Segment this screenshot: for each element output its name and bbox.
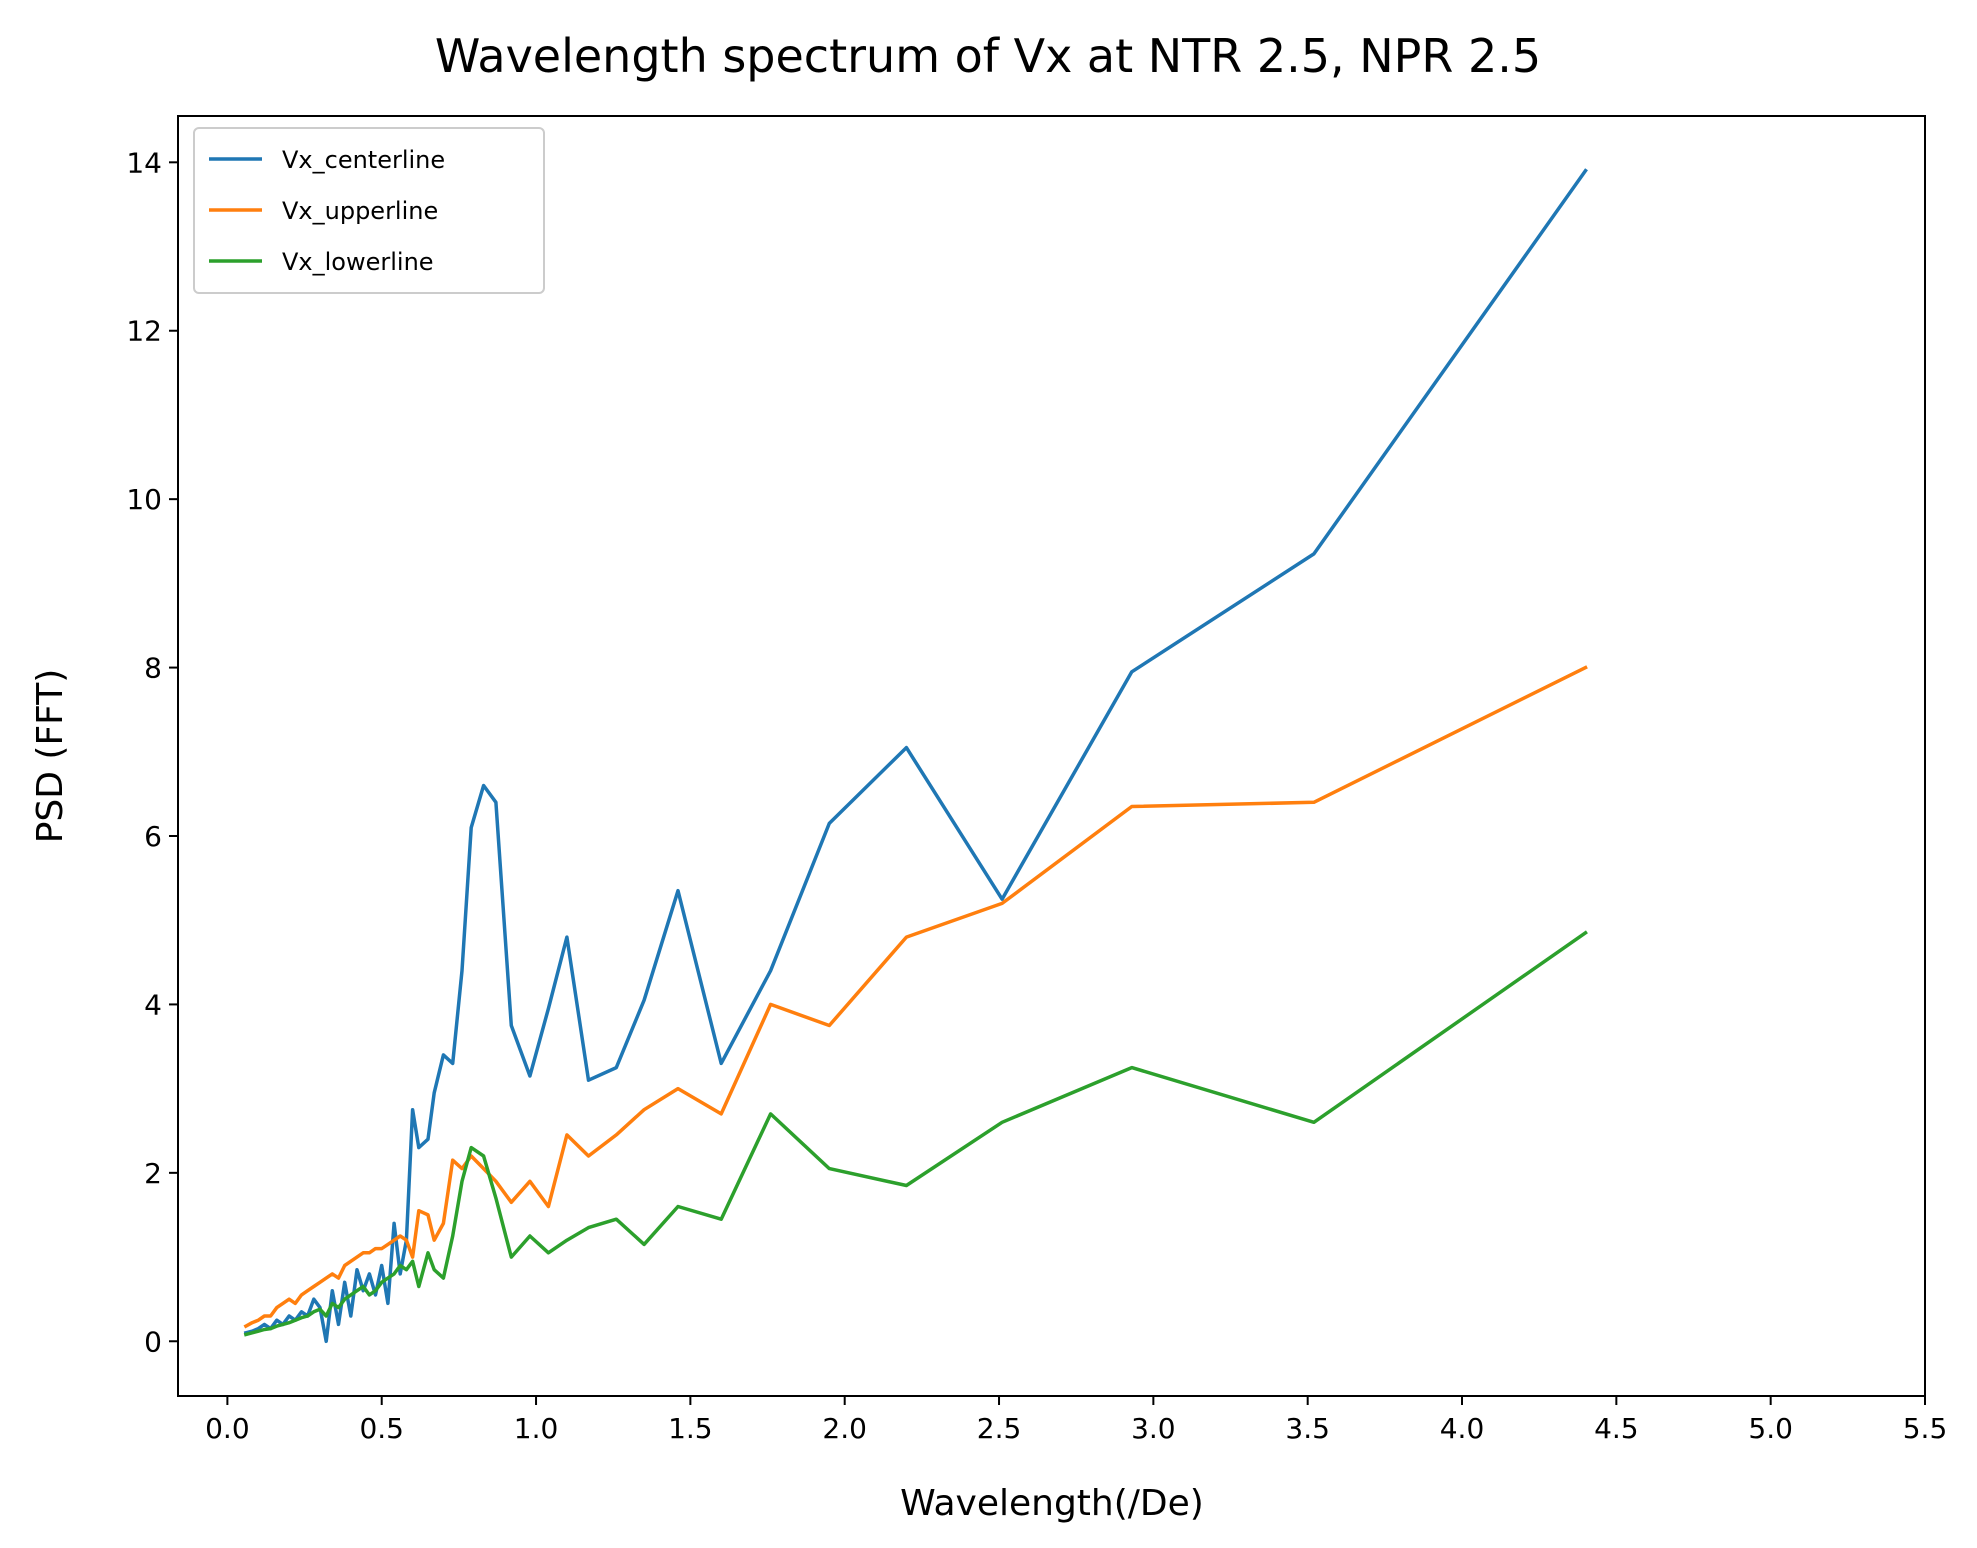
x-tick-label: 3.0 — [1131, 1412, 1176, 1445]
legend-label: Vx_upperline — [282, 197, 438, 225]
y-tick-label: 4 — [144, 988, 162, 1021]
y-tick-label: 2 — [144, 1157, 162, 1190]
x-tick-label: 2.5 — [977, 1412, 1022, 1445]
legend-label: Vx_lowerline — [282, 248, 434, 276]
legend: Vx_centerline Vx_upperline Vx_lowerline — [193, 127, 545, 294]
x-tick-label: 1.5 — [668, 1412, 713, 1445]
plot-frame — [177, 115, 1926, 1397]
y-tick-label: 0 — [144, 1325, 162, 1358]
y-tick-label: 12 — [126, 315, 162, 348]
series-line-vx-lowerline — [243, 930, 1588, 1337]
x-tick-label: 0.5 — [359, 1412, 404, 1445]
x-tick-label: 1.0 — [514, 1412, 559, 1445]
y-axis-label: PSD (FFT) — [30, 669, 71, 844]
series-layer — [243, 168, 1588, 1344]
x-tick-label: 4.0 — [1440, 1412, 1485, 1445]
x-axis: 0.0 0.5 1.0 1.5 2.0 2.5 3.0 3.5 4.0 4.5 5.0 5.5 — [205, 1396, 1947, 1445]
x-tick-label: 3.5 — [1285, 1412, 1330, 1445]
y-tick-label: 8 — [144, 652, 162, 685]
chart-title: Wavelength spectrum of Vx at NTR 2.5, NP… — [435, 29, 1541, 83]
y-tick-label: 6 — [144, 820, 162, 853]
series-line-vx-upperline — [243, 665, 1588, 1329]
y-tick-label: 10 — [126, 483, 162, 516]
x-tick-label: 5.0 — [1748, 1412, 1793, 1445]
legend-label: Vx_centerline — [282, 146, 445, 174]
y-tick-label: 14 — [126, 146, 162, 179]
x-tick-label: 0.0 — [205, 1412, 250, 1445]
x-tick-label: 4.5 — [1594, 1412, 1639, 1445]
x-tick-label: 5.5 — [1903, 1412, 1948, 1445]
legend-box — [193, 127, 545, 294]
x-tick-label: 2.0 — [822, 1412, 867, 1445]
x-axis-label: Wavelength(/De) — [900, 1483, 1204, 1524]
y-axis: 0 2 4 6 8 10 12 14 — [126, 146, 178, 1358]
